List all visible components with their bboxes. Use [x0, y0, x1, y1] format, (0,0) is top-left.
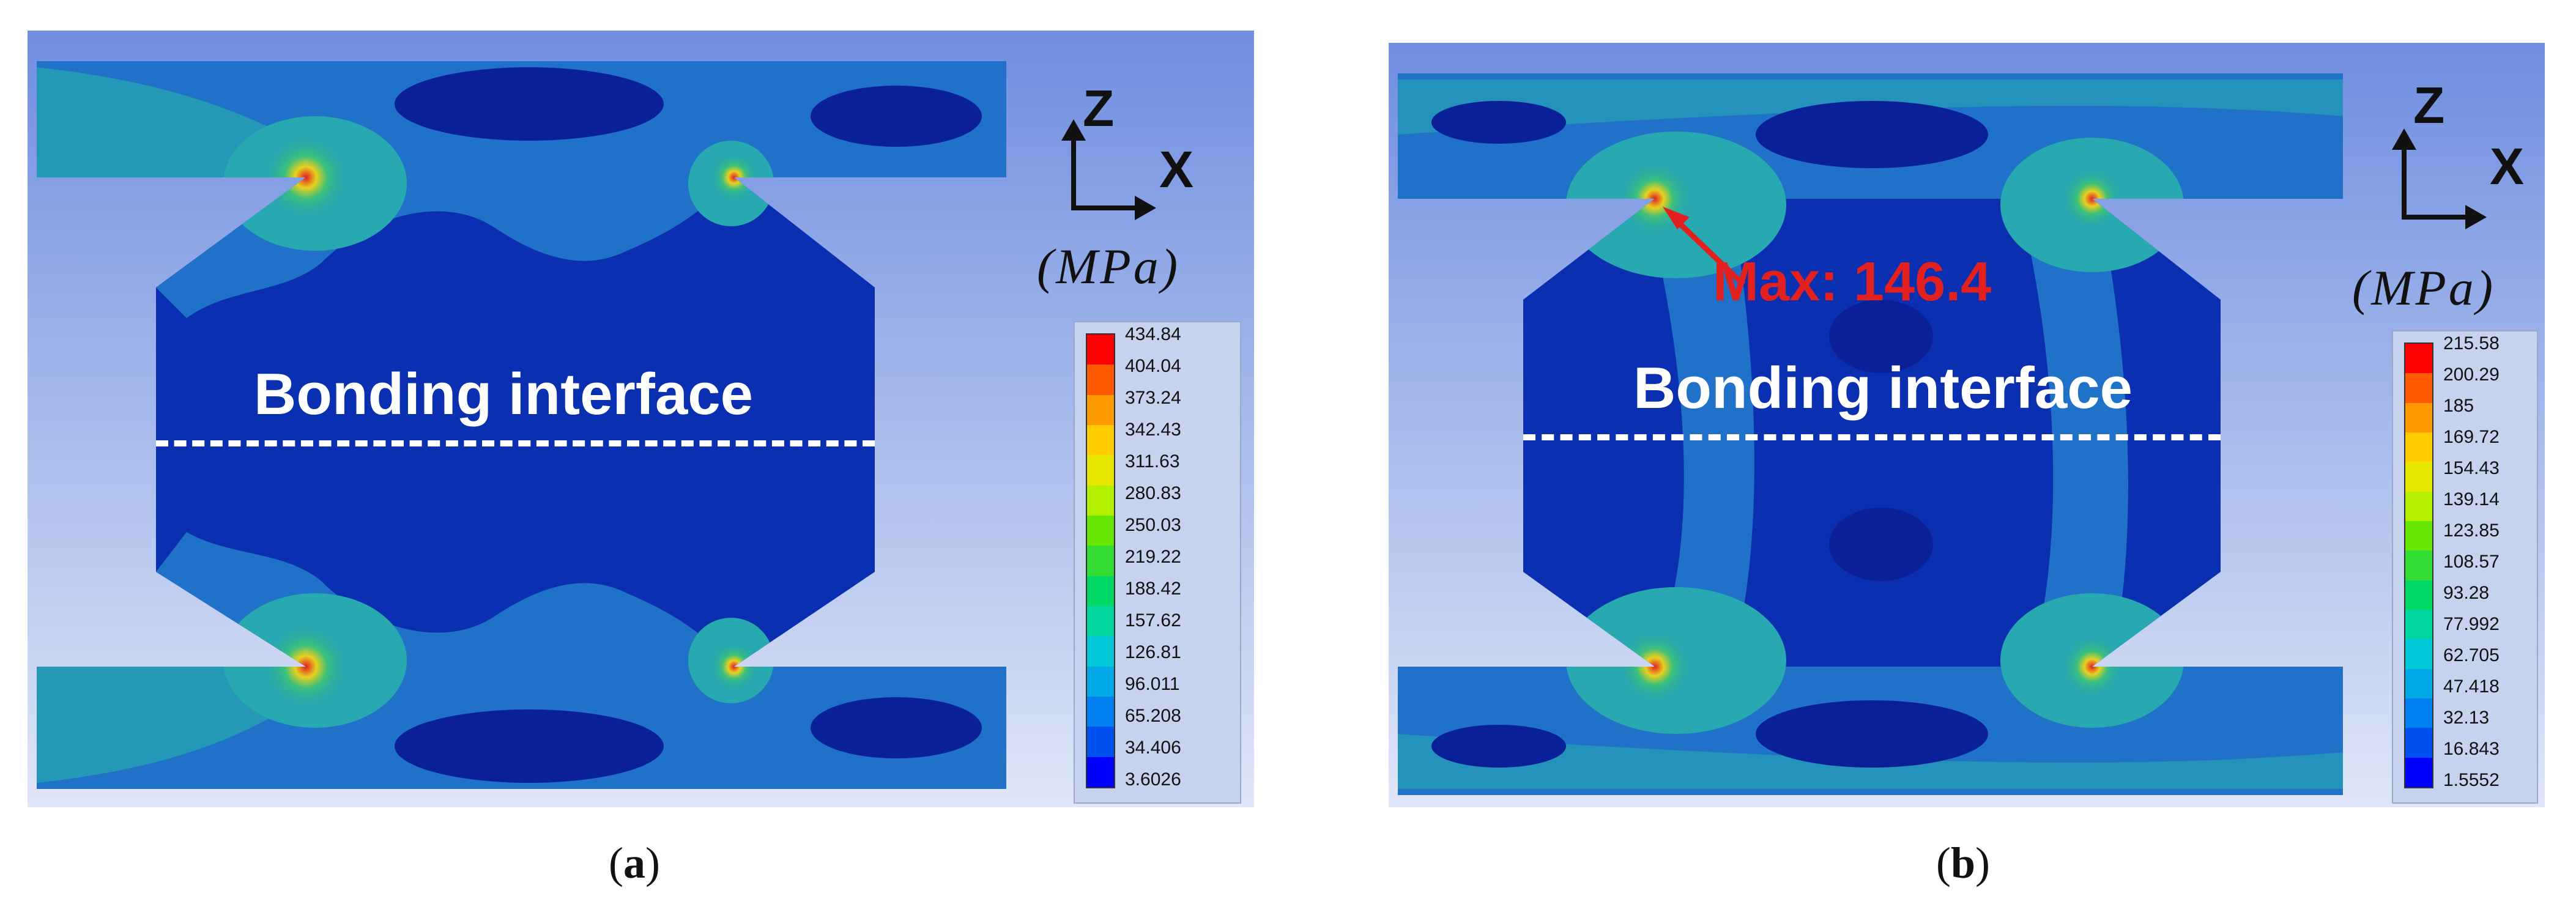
legend-swatch — [1087, 636, 1114, 667]
bonding-interface-line — [1523, 434, 2221, 440]
legend-value: 200.29 — [2443, 365, 2500, 385]
legend-swatch — [1087, 757, 1114, 787]
legend-swatch — [1087, 424, 1114, 456]
legend-color-bar — [1086, 333, 1115, 788]
legend-value: 96.011 — [1125, 674, 1180, 694]
legend-value: 1.5552 — [2443, 770, 2500, 790]
legend-swatch — [2405, 520, 2432, 551]
legend-value: 342.43 — [1125, 420, 1181, 440]
legend-swatch — [2405, 491, 2432, 521]
legend-value: 250.03 — [1125, 515, 1181, 535]
legend-swatch — [1087, 394, 1114, 425]
panel-a: Z X (MPa) Bonding interface 434.84 404.0… — [28, 31, 1254, 807]
stress-contour-plot-a — [28, 31, 1254, 807]
legend-swatch — [1087, 696, 1114, 727]
axis-z-label: Z — [2413, 76, 2445, 134]
legend-value: 3.6026 — [1125, 769, 1181, 790]
legend-swatch — [2405, 609, 2432, 640]
color-legend: 434.84 404.04 373.24 342.43 311.63 280.8… — [1074, 321, 1241, 804]
legend-swatch — [2405, 580, 2432, 610]
legend-value: 123.85 — [2443, 520, 2500, 541]
legend-swatch — [2405, 344, 2432, 374]
legend-swatch — [1087, 666, 1114, 697]
legend-value: 65.208 — [1125, 706, 1181, 726]
legend-value: 34.406 — [1125, 738, 1181, 758]
legend-swatch — [1087, 335, 1114, 365]
legend-value: 280.83 — [1125, 483, 1181, 503]
axis-x-label: X — [2490, 138, 2525, 195]
legend-value: 93.28 — [2443, 583, 2490, 603]
axis-x-label: X — [1159, 141, 1194, 198]
legend-swatch — [1087, 727, 1114, 757]
legend-value: 434.84 — [1125, 324, 1181, 344]
legend-value: 185 — [2443, 396, 2474, 416]
legend-value: 157.62 — [1125, 610, 1181, 631]
legend-value: 169.72 — [2443, 427, 2500, 447]
legend-value: 62.705 — [2443, 645, 2500, 665]
legend-value: 77.992 — [2443, 614, 2500, 634]
legend-swatch — [1087, 455, 1114, 486]
legend-value: 108.57 — [2443, 552, 2500, 572]
panel-b: Z X (MPa) Max: 146.4 Bonding interface 2… — [1389, 43, 2576, 807]
legend-value: 188.42 — [1125, 579, 1181, 599]
legend-value: 16.843 — [2443, 739, 2500, 759]
bonding-interface-label: Bonding interface — [254, 361, 754, 427]
legend-swatch — [2405, 432, 2432, 462]
legend-swatch — [2405, 668, 2432, 698]
legend-swatch — [1087, 605, 1114, 637]
legend-value: 47.418 — [2443, 676, 2500, 697]
legend-swatch — [2405, 757, 2432, 787]
legend-swatch — [1087, 576, 1114, 606]
legend-value: 373.24 — [1125, 388, 1181, 408]
unit-label: (MPa) — [2352, 260, 2496, 316]
legend-swatch — [2405, 698, 2432, 728]
legend-swatch — [2405, 402, 2432, 432]
legend-value: 139.14 — [2443, 489, 2500, 509]
bonding-interface-line — [156, 440, 875, 446]
legend-value: 154.43 — [2443, 458, 2500, 478]
legend-value: 404.04 — [1125, 356, 1181, 376]
legend-swatch — [1087, 485, 1114, 516]
legend-swatch — [2405, 639, 2432, 669]
legend-value: 32.13 — [2443, 708, 2490, 728]
legend-value: 311.63 — [1125, 451, 1180, 472]
legend-value: 215.58 — [2443, 333, 2500, 354]
unit-label: (MPa) — [1037, 239, 1181, 294]
axis-triad — [1061, 119, 1156, 220]
max-stress-arrow — [1663, 207, 1746, 287]
legend-swatch — [1087, 546, 1114, 576]
legend-value: 126.81 — [1125, 642, 1181, 662]
caption-a: (a) — [609, 838, 660, 887]
legend-color-bar — [2404, 342, 2433, 788]
bonding-interface-label: Bonding interface — [1633, 355, 2133, 421]
color-legend: 215.58 200.29 185 169.72 154.43 139.14 1… — [2392, 330, 2538, 804]
legend-swatch — [2405, 373, 2432, 403]
caption-b: (b) — [1936, 838, 1991, 887]
legend-value: 219.22 — [1125, 547, 1181, 567]
stress-contour-plot-b — [1389, 43, 2545, 807]
legend-swatch — [1087, 365, 1114, 395]
legend-swatch — [1087, 515, 1114, 546]
legend-swatch — [2405, 462, 2432, 492]
axis-z-label: Z — [1083, 80, 1115, 137]
legend-swatch — [2405, 728, 2432, 758]
axis-triad — [2392, 128, 2487, 229]
max-stress-label: Max: 146.4 — [1713, 251, 1992, 313]
legend-swatch — [2405, 550, 2432, 580]
